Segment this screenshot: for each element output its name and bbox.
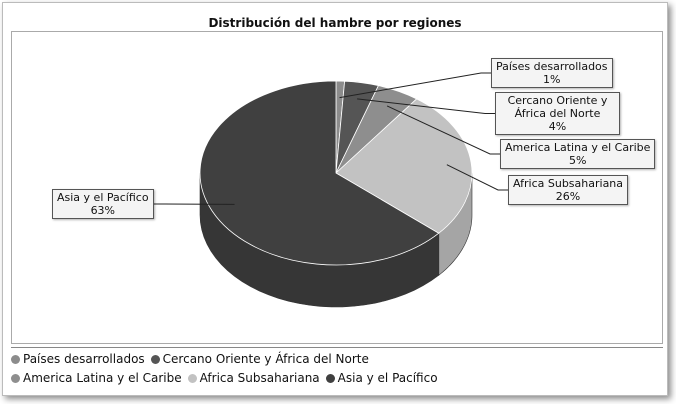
leader-line bbox=[357, 98, 495, 114]
leader-line bbox=[339, 72, 491, 99]
plot-area bbox=[11, 31, 663, 344]
legend-item: America Latina y el Caribe bbox=[11, 371, 182, 385]
data-label: Asia y el Pacífico 63% bbox=[52, 189, 154, 219]
legend-label: America Latina y el Caribe bbox=[23, 371, 182, 385]
legend-swatch bbox=[187, 373, 197, 383]
legend-label: Africa Subsahariana bbox=[199, 371, 320, 385]
data-label: Africa Subsahariana 26% bbox=[508, 175, 629, 205]
data-label-name: Cercano Oriente y África del Norte bbox=[507, 94, 608, 120]
data-label-name: Africa Subsahariana bbox=[513, 177, 624, 190]
data-label-value: 5% bbox=[568, 154, 587, 167]
data-label-name: Asia y el Pacífico bbox=[57, 191, 149, 204]
leader-line bbox=[386, 105, 500, 155]
legend-item: Asia y el Pacífico bbox=[325, 371, 438, 385]
data-label-value: 63% bbox=[90, 204, 116, 217]
legend-swatch bbox=[11, 373, 20, 383]
data-label-value: 1% bbox=[543, 73, 561, 86]
data-label-name: America Latina y el Caribe bbox=[505, 141, 651, 154]
data-label-value: 4% bbox=[548, 120, 567, 133]
legend-label: Países desarrollados bbox=[23, 352, 145, 366]
chart-window: Distribución del hambre por regiones Paí… bbox=[2, 2, 668, 396]
legend-swatch bbox=[11, 354, 20, 364]
legend-swatch bbox=[150, 354, 160, 364]
legend-item: Países desarrollados bbox=[11, 352, 145, 366]
leader-line bbox=[446, 164, 508, 191]
legend-label: Cercano Oriente y África del Norte bbox=[162, 352, 369, 366]
legend: Países desarrollados Cercano Oriente y Áf… bbox=[11, 347, 663, 385]
data-label: Cercano Oriente y África del Norte 4% bbox=[495, 92, 620, 135]
legend-label: Asia y el Pacífico bbox=[337, 371, 438, 385]
data-label-value: 26% bbox=[555, 190, 581, 203]
legend-items: Países desarrollados Cercano Oriente y Áf… bbox=[11, 348, 551, 385]
slice bbox=[199, 80, 440, 266]
chart bbox=[154, 72, 508, 308]
legend-swatch bbox=[325, 373, 335, 383]
chart-title: Distribución del hambre por regiones bbox=[208, 16, 462, 30]
legend-item: Cercano Oriente y África del Norte bbox=[150, 352, 369, 366]
data-label-name: Países desarrollados bbox=[496, 60, 608, 73]
data-label: Países desarrollados 1% bbox=[491, 58, 613, 88]
data-label: America Latina y el Caribe 5% bbox=[500, 139, 656, 169]
legend-item: Africa Subsahariana bbox=[187, 371, 320, 385]
slice bbox=[335, 98, 473, 234]
